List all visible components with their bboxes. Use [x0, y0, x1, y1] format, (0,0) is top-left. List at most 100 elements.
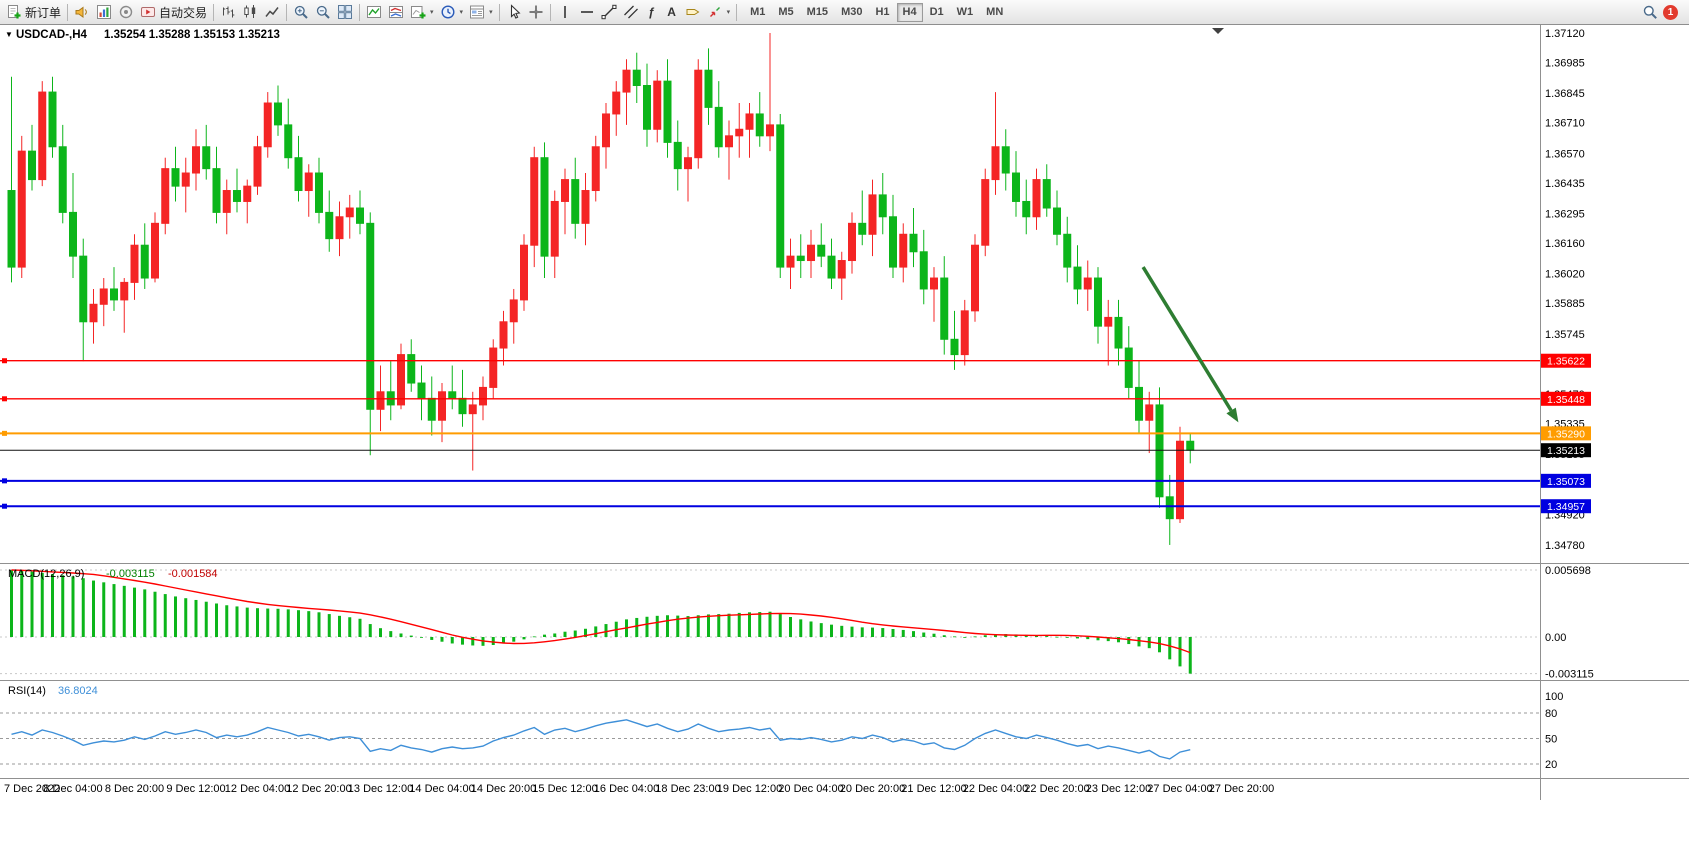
macd-panel[interactable]: MACD(12,26,9) -0.003115 -0.001584 0.005698 0… — [0, 565, 1594, 681]
record-button[interactable] — [115, 2, 137, 23]
indicators-icon — [367, 6, 382, 18]
timeframe-button-m5[interactable]: M5 — [772, 3, 799, 22]
crosshair-button[interactable] — [525, 2, 547, 23]
rsi-axis-label: 50 — [1545, 734, 1557, 746]
chevron-down-icon: ▾ — [489, 9, 493, 16]
macd-label: MACD(12,26,9) — [8, 568, 84, 580]
fibonacci-icon: ƒ — [648, 5, 655, 19]
resistance-line-1[interactable] — [0, 358, 1540, 364]
chevron-down-icon: ▾ — [726, 9, 731, 16]
fibonacci-button[interactable]: ƒ — [642, 2, 662, 23]
support-line-1-tag: 1.35073 — [1541, 473, 1591, 488]
time-axis-label: 9 Dec 12:00 — [166, 783, 225, 795]
line-anchor-marker — [2, 430, 7, 436]
rsi-value: 36.8024 — [58, 685, 98, 697]
timeframe-button-w1[interactable]: W1 — [951, 3, 980, 22]
trendline-button[interactable] — [598, 2, 620, 23]
indicators-button[interactable] — [363, 2, 385, 23]
bar-chart-button[interactable] — [217, 2, 239, 23]
price-axis-label: 1.35745 — [1545, 329, 1585, 341]
text-tool-icon: A — [667, 5, 676, 19]
macd-signal-value: -0.001584 — [168, 568, 218, 580]
report-chart-icon — [97, 5, 112, 19]
time-axis-label: 20 Dec 20:00 — [840, 783, 905, 795]
autotrading-button[interactable]: 自动交易 — [137, 2, 210, 23]
timeframe-button-m1[interactable]: M1 — [744, 3, 771, 22]
timeframe-button-h1[interactable]: H1 — [869, 3, 895, 22]
time-axis-label: 13 Dec 12:00 — [348, 783, 413, 795]
timeframe-button-h4[interactable]: H4 — [896, 2, 923, 22]
macd-main-value: -0.003115 — [106, 568, 155, 580]
svg-text:1.35448: 1.35448 — [1547, 394, 1585, 406]
svg-text:1.35290: 1.35290 — [1547, 428, 1585, 440]
channel-icon — [623, 5, 638, 19]
autotrading-label: 自动交易 — [159, 5, 208, 20]
report-button[interactable] — [93, 2, 115, 23]
orange-level-line[interactable] — [0, 430, 1540, 436]
price-axis-label: 1.36020 — [1545, 269, 1585, 281]
main-toolbar: 新订单 自动交易 — [0, 0, 1689, 25]
arrows-button[interactable]: ▾ — [704, 2, 734, 23]
time-axis-label: 7 Dec 2022 — [4, 783, 60, 795]
support-line-2[interactable] — [0, 503, 1540, 509]
notification-badge[interactable]: 1 — [1663, 4, 1678, 20]
line-anchor-marker — [2, 358, 7, 364]
indicator-windows-icon — [389, 6, 404, 18]
time-axis-label: 19 Dec 12:00 — [717, 783, 782, 795]
bar-chart-icon — [223, 6, 235, 18]
channel-button[interactable] — [620, 2, 642, 23]
search-button[interactable] — [1639, 2, 1661, 23]
chart-title: ▼ USDCAD-,H4 1.35254 1.35288 1.35153 1.352… — [5, 29, 280, 41]
timeframe-button-mn[interactable]: MN — [980, 3, 1009, 22]
indicator-windows-button[interactable] — [385, 2, 407, 23]
price-axis-label: 1.36435 — [1545, 178, 1585, 190]
price-axis[interactable]: 1.37120 1.36985 1.36845 1.36710 1.36570 1.364… — [1541, 28, 1591, 552]
support-line-2-tag: 1.34957 — [1541, 499, 1591, 514]
macd-axis-label: 0.00 — [1545, 632, 1566, 644]
trend-arrow-annotation[interactable] — [1141, 266, 1239, 423]
cursor-button[interactable] — [503, 2, 525, 23]
rsi-axis-label: 100 — [1545, 691, 1563, 703]
price-axis-label: 1.36985 — [1545, 58, 1585, 70]
svg-text:1.35213: 1.35213 — [1547, 445, 1585, 457]
time-axis-label: 20 Dec 04:00 — [778, 783, 843, 795]
price-axis-label: 1.37120 — [1545, 28, 1585, 40]
text-tool-button[interactable]: A — [662, 2, 682, 23]
rsi-panel[interactable]: RSI(14) 36.8024 100 80 50 20 — [0, 685, 1563, 771]
timeframe-button-m30[interactable]: M30 — [835, 3, 868, 22]
candlestick-chart-button[interactable] — [239, 2, 261, 23]
tile-windows-button[interactable] — [334, 2, 356, 23]
chevron-down-icon: ▾ — [430, 9, 434, 16]
horizontal-line-button[interactable] — [576, 2, 598, 23]
announcement-button[interactable] — [71, 2, 93, 23]
zoom-in-button[interactable] — [290, 2, 312, 23]
resistance-line-2[interactable] — [0, 396, 1540, 402]
chart-canvas[interactable]: 1.37120 1.36985 1.36845 1.36710 1.36570 1.364… — [0, 25, 1689, 863]
time-axis-label: 21 Dec 12:00 — [901, 783, 966, 795]
macd-axis-label: 0.005698 — [1545, 565, 1591, 577]
horizontal-line-icon — [580, 11, 593, 13]
new-chart-button[interactable]: ▾ — [407, 2, 437, 23]
toolbar-separator — [498, 3, 500, 21]
zoom-out-button[interactable] — [312, 2, 334, 23]
templates-button[interactable]: ▾ — [466, 2, 496, 23]
time-axis-label: 12 Dec 20:00 — [286, 783, 351, 795]
text-label-button[interactable] — [682, 2, 704, 23]
record-icon — [119, 5, 133, 19]
new-order-button[interactable]: 新订单 — [3, 2, 64, 23]
timeframe-button-m15[interactable]: M15 — [801, 3, 834, 22]
ohlc-values: 1.35254 1.35288 1.35153 1.35213 — [104, 29, 280, 41]
periods-button[interactable]: ▾ — [437, 2, 467, 23]
timeframe-button-d1[interactable]: D1 — [924, 3, 950, 22]
time-axis-label: 12 Dec 04:00 — [225, 783, 290, 795]
time-axis-label: 27 Dec 20:00 — [1209, 783, 1274, 795]
support-line-1[interactable] — [0, 478, 1540, 484]
time-axis-label: 23 Dec 12:00 — [1086, 783, 1151, 795]
line-chart-button[interactable] — [261, 2, 283, 23]
crosshair-icon — [529, 5, 543, 19]
chart-shift-marker[interactable] — [1212, 28, 1224, 34]
symbol-period-label: USDCAD-,H4 — [16, 29, 88, 41]
vertical-line-button[interactable] — [554, 2, 576, 23]
